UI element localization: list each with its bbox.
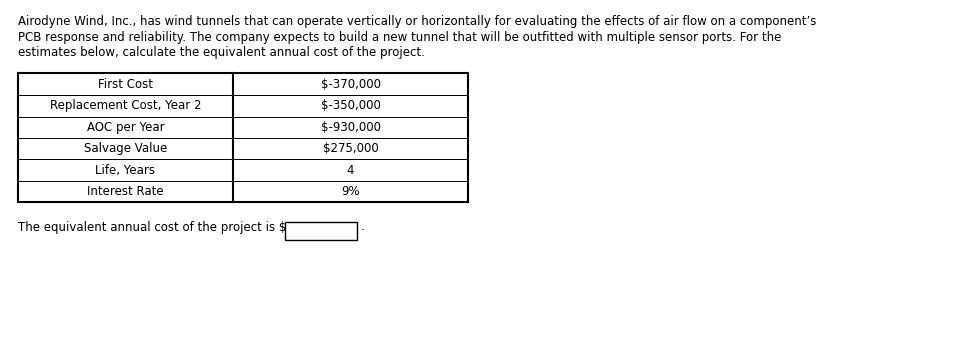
Text: .: . [361, 220, 365, 234]
Text: PCB response and reliability. The company expects to build a new tunnel that wil: PCB response and reliability. The compan… [18, 30, 781, 43]
Text: First Cost: First Cost [98, 78, 153, 91]
FancyBboxPatch shape [285, 221, 357, 239]
Text: Salvage Value: Salvage Value [84, 142, 167, 155]
Text: estimates below, calculate the equivalent annual cost of the project.: estimates below, calculate the equivalen… [18, 46, 425, 59]
Text: Replacement Cost, Year 2: Replacement Cost, Year 2 [49, 99, 201, 112]
Text: 4: 4 [347, 164, 354, 177]
Text: Airodyne Wind, Inc., has wind tunnels that can operate vertically or horizontall: Airodyne Wind, Inc., has wind tunnels th… [18, 15, 816, 28]
Text: 9%: 9% [341, 185, 360, 198]
Text: Life, Years: Life, Years [96, 164, 156, 177]
Text: $-350,000: $-350,000 [321, 99, 380, 112]
Text: Interest Rate: Interest Rate [87, 185, 163, 198]
Text: AOC per Year: AOC per Year [87, 121, 164, 134]
Text: $-370,000: $-370,000 [320, 78, 380, 91]
Text: The equivalent annual cost of the project is $: The equivalent annual cost of the projec… [18, 220, 286, 234]
Text: $-930,000: $-930,000 [320, 121, 380, 134]
Text: $275,000: $275,000 [323, 142, 378, 155]
